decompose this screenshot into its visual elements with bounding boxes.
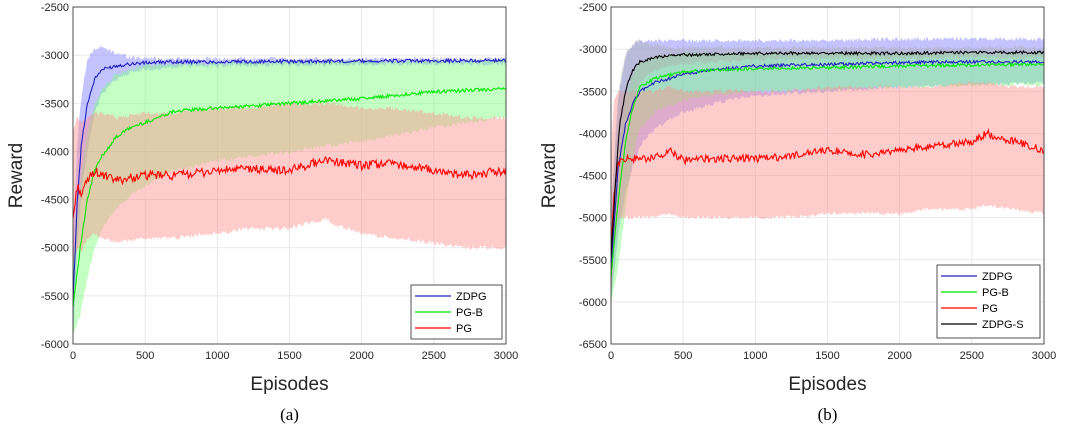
- y-axis-label: Reward: [6, 143, 27, 208]
- y-axis-label: Reward: [539, 143, 560, 208]
- x-tick-label: 1000: [743, 350, 767, 362]
- x-axis-label: Episodes: [788, 374, 866, 395]
- band-zdpg: [73, 45, 506, 344]
- legend-label: ZDPG-S: [982, 319, 1024, 331]
- line-layer: [611, 49, 1044, 278]
- panel-caption: (b): [818, 405, 838, 424]
- legend-label: PG: [982, 303, 998, 315]
- band-pg-b: [611, 51, 1044, 303]
- y-tick-label: -5000: [41, 243, 69, 255]
- legend-label: PG-B: [456, 307, 483, 319]
- y-tick-label: -5500: [579, 255, 607, 267]
- series-line-pg-b: [611, 62, 1044, 278]
- axes-box: [72, 6, 507, 345]
- series-line-zdpg: [611, 59, 1044, 268]
- x-tick-label: 2000: [349, 350, 373, 362]
- x-tick-label: 1000: [205, 350, 229, 362]
- y-tick-label: -2500: [41, 2, 69, 14]
- band-zdpg-s: [611, 39, 1044, 295]
- series-line-pg: [611, 128, 1044, 248]
- x-tick-label: 500: [674, 350, 692, 362]
- x-tick-label: 1500: [815, 350, 839, 362]
- x-tick-label: 0: [70, 350, 76, 362]
- y-tick-label: -3500: [41, 98, 69, 110]
- y-tick-label: -6500: [579, 339, 607, 351]
- legend-label: ZDPG: [982, 271, 1013, 283]
- y-tick-label: -6000: [579, 297, 607, 309]
- y-tick-label: -3000: [41, 50, 69, 62]
- band-pg: [611, 81, 1044, 302]
- line-layer: [73, 57, 506, 308]
- x-tick-label: 2500: [960, 350, 984, 362]
- legend-label: PG: [456, 323, 472, 335]
- series-line-pg-b: [73, 86, 506, 308]
- panel-caption: (a): [280, 405, 299, 424]
- x-tick-label: 0: [608, 350, 614, 362]
- legend-label: ZDPG: [456, 291, 487, 303]
- legend-box: [936, 264, 1041, 339]
- y-tick-label: -5500: [41, 291, 69, 303]
- series-line-zdpg-s: [611, 49, 1044, 259]
- band-layer: [73, 45, 506, 344]
- chart-panel-a: 0 500 1000 1500 2000 2500 3000 -6000 -5500 -5000 -…: [6, 2, 518, 424]
- y-tick-label: -3000: [579, 44, 607, 56]
- tick-labels: 0 500 1000 1500 2000 2500 3000 -6000 -5500 -5000 -…: [41, 2, 518, 362]
- series-line-pg: [73, 156, 506, 219]
- band-pg: [73, 101, 506, 268]
- y-tick-label: -4000: [579, 128, 607, 140]
- legend: ZDPG PG-B PG: [410, 284, 503, 340]
- chart-panel-b: 0 500 1000 1500 2000 2500 3000 -6500 -6000 -5500 -…: [539, 2, 1056, 424]
- series-line-zdpg: [73, 57, 506, 300]
- x-tick-label: 3000: [494, 350, 518, 362]
- y-tick-label: -4500: [579, 171, 607, 183]
- x-tick-label: 3000: [1032, 350, 1056, 362]
- x-tick-label: 500: [136, 350, 154, 362]
- tick-labels: 0 500 1000 1500 2000 2500 3000 -6500 -6000 -5500 -…: [579, 2, 1056, 362]
- legend-label: PG-B: [982, 287, 1009, 299]
- y-tick-label: -3500: [579, 86, 607, 98]
- x-tick-label: 2000: [887, 350, 911, 362]
- x-axis-label: Episodes: [250, 374, 328, 395]
- axes-box: [610, 6, 1045, 345]
- y-tick-label: -5000: [579, 213, 607, 225]
- band-pg-b: [73, 58, 506, 336]
- y-tick-label: -6000: [41, 339, 69, 351]
- x-tick-label: 1500: [277, 350, 301, 362]
- y-tick-label: -2500: [579, 2, 607, 14]
- legend: ZDPG PG-B PG ZDPG-S: [936, 264, 1041, 339]
- y-tick-label: -4500: [41, 195, 69, 207]
- y-tick-label: -4000: [41, 146, 69, 158]
- x-tick-label: 2500: [422, 350, 446, 362]
